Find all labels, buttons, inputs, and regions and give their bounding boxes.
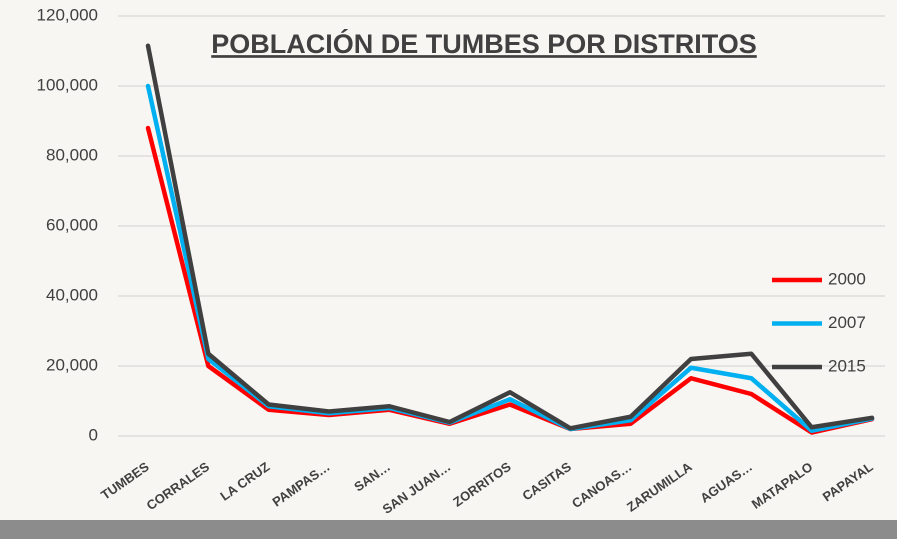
y-tick-label: 120,000: [37, 5, 98, 24]
y-tick-label: 80,000: [46, 145, 98, 164]
legend-label: 2007: [828, 313, 866, 332]
y-tick-label: 0: [89, 425, 98, 444]
y-tick-label: 20,000: [46, 355, 98, 374]
background: [0, 0, 897, 539]
legend-label: 2000: [828, 269, 866, 288]
footer-band: [0, 520, 897, 539]
chart-title: POBLACIÓN DE TUMBES POR DISTRITOS: [211, 28, 757, 59]
y-tick-label: 40,000: [46, 285, 98, 304]
chart: POBLACIÓN DE TUMBES POR DISTRITOS 0 20,00…: [0, 0, 897, 539]
y-tick-label: 60,000: [46, 215, 98, 234]
legend-label: 2015: [828, 356, 866, 375]
y-tick-label: 100,000: [37, 75, 98, 94]
